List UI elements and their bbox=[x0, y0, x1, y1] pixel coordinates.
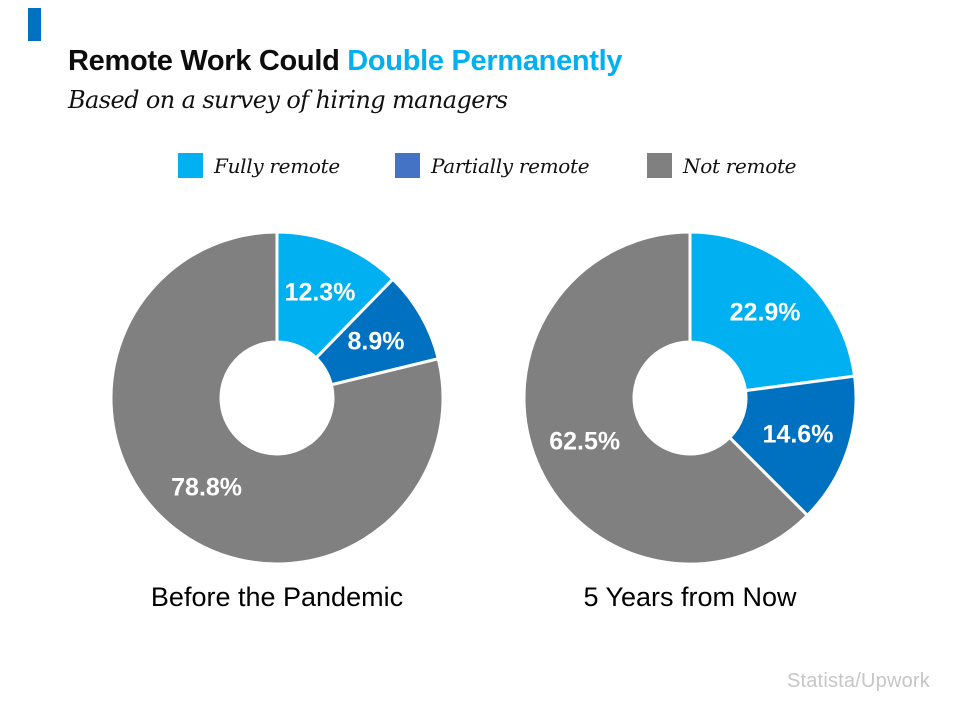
legend-label-partially-remote: Partially remote bbox=[431, 153, 590, 178]
donut-slice-partially-remote bbox=[728, 374, 858, 517]
donut-slice-not-remote bbox=[109, 230, 445, 566]
legend-swatch-fully-remote bbox=[178, 153, 203, 178]
donut-slice-not-remote bbox=[522, 230, 809, 566]
source-credit: Statista/Upwork bbox=[786, 670, 930, 692]
slice-value-label: 22.9% bbox=[730, 298, 801, 326]
accent-bar bbox=[28, 8, 41, 41]
legend-swatch-not-remote bbox=[647, 153, 672, 178]
title-text-black: Remote Work Could bbox=[68, 45, 348, 77]
legend-swatch-partially-remote bbox=[395, 153, 420, 178]
slice-value-label: 12.3% bbox=[285, 278, 356, 306]
legend-item-fully-remote: Fully remote bbox=[178, 153, 340, 178]
title-text-highlight: Double Permanently bbox=[347, 45, 623, 77]
page-title: Remote Work Could Double Permanently bbox=[68, 45, 623, 78]
legend-label-not-remote: Not remote bbox=[683, 153, 797, 178]
slice-value-label: 62.5% bbox=[549, 428, 620, 456]
donut-chart-before-pandemic: 12.3% 8.9% 78.8% bbox=[109, 230, 445, 566]
legend-label-fully-remote: Fully remote bbox=[214, 153, 340, 178]
legend-item-not-remote: Not remote bbox=[647, 153, 797, 178]
slice-value-label: 8.9% bbox=[348, 328, 405, 356]
chart-caption-5-years-from-now: 5 Years from Now bbox=[583, 582, 797, 612]
legend-item-partially-remote: Partially remote bbox=[395, 153, 590, 178]
donut-slice-fully-remote bbox=[688, 230, 857, 393]
page-subtitle: Based on a survey of hiring managers bbox=[68, 86, 508, 114]
donut-chart-5-years-from-now: 22.9% 14.6% 62.5% bbox=[522, 230, 858, 566]
donut-slice-fully-remote bbox=[275, 230, 395, 360]
slice-value-label: 78.8% bbox=[171, 474, 242, 502]
slice-value-label: 14.6% bbox=[763, 421, 834, 449]
chart-caption-before-pandemic: Before the Pandemic bbox=[150, 582, 404, 612]
